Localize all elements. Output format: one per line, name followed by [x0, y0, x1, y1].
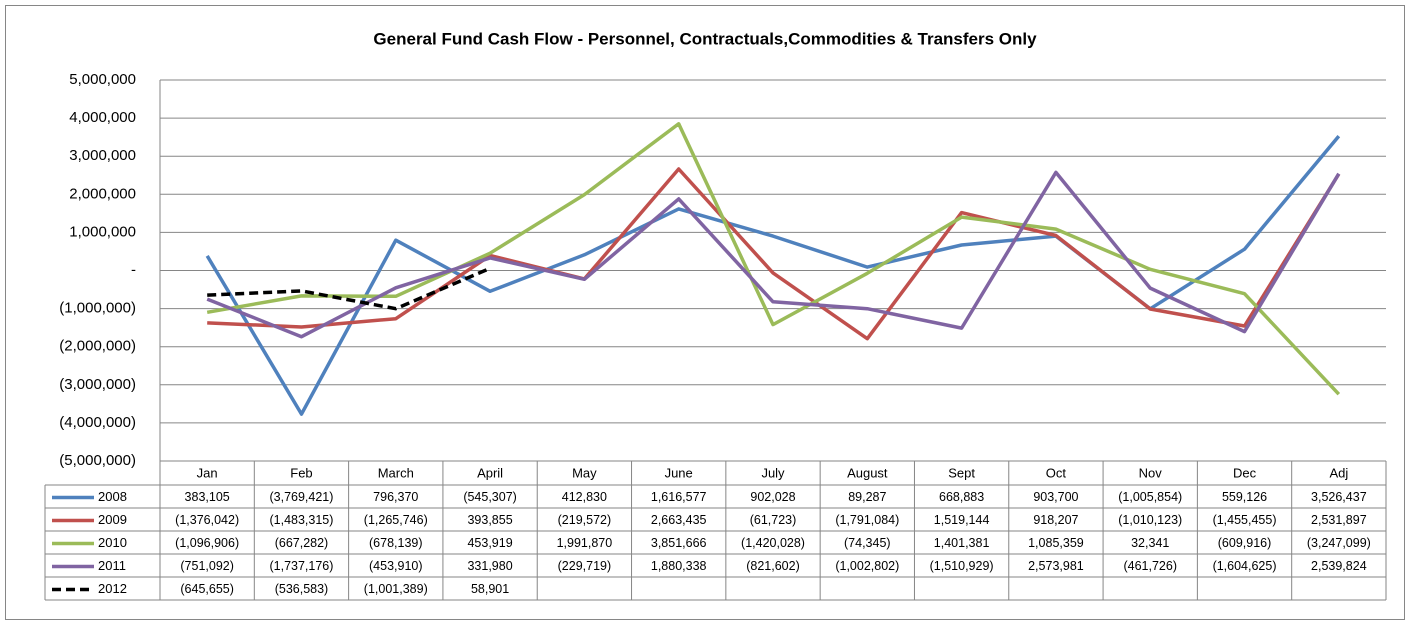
- table-value: (453,910): [369, 559, 423, 573]
- table-value: 2,539,824: [1311, 559, 1367, 573]
- x-tick-label: Adj: [1329, 465, 1348, 480]
- x-tick-label: Oct: [1046, 465, 1067, 480]
- table-value: (536,583): [275, 582, 329, 596]
- table-value: (61,723): [750, 513, 797, 527]
- x-tick-label: May: [572, 465, 597, 480]
- table-value: (3,247,099): [1307, 536, 1371, 550]
- table-value: (1,737,176): [269, 559, 333, 573]
- series-line: [207, 167, 1341, 341]
- table-value: 903,700: [1033, 490, 1078, 504]
- y-tick-label: 1,000,000: [69, 223, 136, 240]
- table-value: (1,420,028): [741, 536, 805, 550]
- y-tick-label: (5,000,000): [59, 452, 136, 469]
- y-tick-label: 2,000,000: [69, 185, 136, 202]
- table-value: (609,916): [1218, 536, 1272, 550]
- y-tick-label: (2,000,000): [59, 338, 136, 355]
- table-value: 1,880,338: [651, 559, 707, 573]
- table-value: 2,531,897: [1311, 513, 1367, 527]
- table-value: 1,085,359: [1028, 536, 1084, 550]
- series-line: [207, 266, 491, 311]
- table-value: (1,376,042): [175, 513, 239, 527]
- table-value: (545,307): [463, 490, 517, 504]
- table-value: (667,282): [275, 536, 329, 550]
- table-value: 2,663,435: [651, 513, 707, 527]
- table-value: (1,791,084): [835, 513, 899, 527]
- x-tick-label: March: [378, 465, 414, 480]
- table-value: 58,901: [471, 582, 509, 596]
- table-value: 902,028: [750, 490, 795, 504]
- table-value: (1,455,455): [1213, 513, 1277, 527]
- table-value: (74,345): [844, 536, 891, 550]
- table-value: (1,005,854): [1118, 490, 1182, 504]
- y-tick-label: 3,000,000: [69, 147, 136, 164]
- table-value: 393,855: [467, 513, 512, 527]
- table-value: (1,265,746): [364, 513, 428, 527]
- table-value: 32,341: [1131, 536, 1169, 550]
- x-tick-label: Sept: [948, 465, 975, 480]
- legend-label: 2012: [98, 581, 127, 596]
- series-line: [206, 122, 1341, 396]
- legend-label: 2008: [98, 489, 127, 504]
- legend-label: 2011: [98, 558, 126, 573]
- y-tick-label: 4,000,000: [69, 109, 136, 126]
- table-value: (219,572): [558, 513, 612, 527]
- x-tick-label: April: [477, 465, 503, 480]
- x-tick-label: August: [847, 465, 888, 480]
- table-value: (821,602): [746, 559, 800, 573]
- table-value: (1,002,802): [835, 559, 899, 573]
- table-value: (3,769,421): [269, 490, 333, 504]
- table-value: 331,980: [467, 559, 512, 573]
- chart-title: General Fund Cash Flow - Personnel, Cont…: [373, 29, 1037, 48]
- x-tick-label: Jan: [197, 465, 218, 480]
- table-value: 2,573,981: [1028, 559, 1084, 573]
- y-tick-label: (3,000,000): [59, 376, 136, 393]
- table-value: (1,604,625): [1213, 559, 1277, 573]
- table-value: (751,092): [180, 559, 234, 573]
- table-value: 412,830: [562, 490, 607, 504]
- table-value: (1,001,389): [364, 582, 428, 596]
- table-value: (1,510,929): [930, 559, 994, 573]
- x-tick-label: July: [761, 465, 785, 480]
- table-value: 1,616,577: [651, 490, 707, 504]
- table-value: 668,883: [939, 490, 984, 504]
- y-tick-label: -: [131, 261, 136, 278]
- table-value: 796,370: [373, 490, 418, 504]
- table-value: 89,287: [848, 490, 886, 504]
- table-value: (645,655): [180, 582, 234, 596]
- table-value: (229,719): [558, 559, 612, 573]
- table-value: (1,483,315): [269, 513, 333, 527]
- legend-label: 2010: [98, 535, 127, 550]
- legend-label: 2009: [98, 512, 127, 527]
- table-value: (461,726): [1123, 559, 1177, 573]
- table-value: 3,526,437: [1311, 490, 1367, 504]
- table-value: 1,519,144: [934, 513, 990, 527]
- series-line: [206, 170, 1341, 339]
- x-tick-label: Nov: [1139, 465, 1163, 480]
- y-tick-label: (1,000,000): [59, 300, 136, 317]
- table-value: (678,139): [369, 536, 423, 550]
- table-value: 3,851,666: [651, 536, 707, 550]
- x-tick-label: Dec: [1233, 465, 1257, 480]
- table-value: 559,126: [1222, 490, 1267, 504]
- x-tick-label: June: [665, 465, 693, 480]
- y-tick-label: 5,000,000: [69, 71, 136, 88]
- table-value: (1,096,906): [175, 536, 239, 550]
- table-value: 453,919: [467, 536, 512, 550]
- table-value: 918,207: [1033, 513, 1078, 527]
- x-tick-label: Feb: [290, 465, 312, 480]
- table-value: 1,401,381: [934, 536, 990, 550]
- table-value: 383,105: [185, 490, 230, 504]
- y-tick-label: (4,000,000): [59, 414, 136, 431]
- table-value: (1,010,123): [1118, 513, 1182, 527]
- table-value: 1,991,870: [557, 536, 613, 550]
